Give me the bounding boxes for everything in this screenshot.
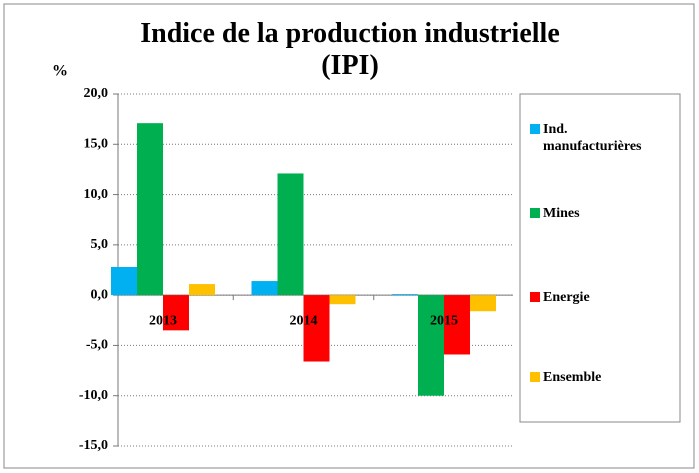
y-tick-label: 5,0	[91, 237, 109, 252]
bar	[189, 284, 215, 296]
bar	[163, 295, 189, 331]
y-tick-label: -5,0	[86, 338, 108, 353]
bar	[329, 295, 356, 305]
x-tick-label: 2013	[149, 313, 177, 328]
y-tick-label: -15,0	[79, 438, 108, 453]
legend-swatch	[530, 124, 540, 134]
y-axis-label: %	[52, 63, 68, 80]
bar	[470, 295, 496, 312]
bar	[392, 294, 418, 296]
bar	[444, 295, 470, 355]
legend-label: Ensemble	[543, 370, 602, 385]
bar	[303, 295, 330, 362]
legend-label: Mines	[543, 206, 580, 221]
bar	[251, 281, 278, 296]
bar	[418, 295, 444, 396]
legend-item: Mines	[530, 205, 670, 222]
x-tick-label: 2015	[430, 313, 458, 328]
y-tick-label: 10,0	[84, 187, 109, 202]
y-tick-label: -10,0	[79, 388, 108, 403]
legend-label: Ind. manufacturières	[543, 122, 642, 154]
bar	[111, 266, 137, 296]
chart-border	[3, 3, 695, 469]
y-tick-label: 0,0	[91, 287, 109, 302]
y-tick-label: 20,0	[84, 86, 109, 101]
legend-swatch	[530, 208, 540, 218]
x-tick-label: 2014	[290, 313, 318, 328]
chart-title: Indice de la production industrielle (IP…	[140, 18, 560, 81]
legend-item: Energie	[530, 289, 670, 306]
legend-swatch	[530, 372, 540, 382]
legend-swatch	[530, 292, 540, 302]
legend-label: Energie	[543, 290, 590, 305]
y-tick-label: 15,0	[84, 137, 109, 152]
bar	[277, 173, 304, 296]
legend-item: Ind. manufacturières	[530, 121, 670, 155]
bar	[137, 123, 163, 296]
legend-item: Ensemble	[530, 369, 670, 386]
legend-box	[519, 93, 681, 423]
